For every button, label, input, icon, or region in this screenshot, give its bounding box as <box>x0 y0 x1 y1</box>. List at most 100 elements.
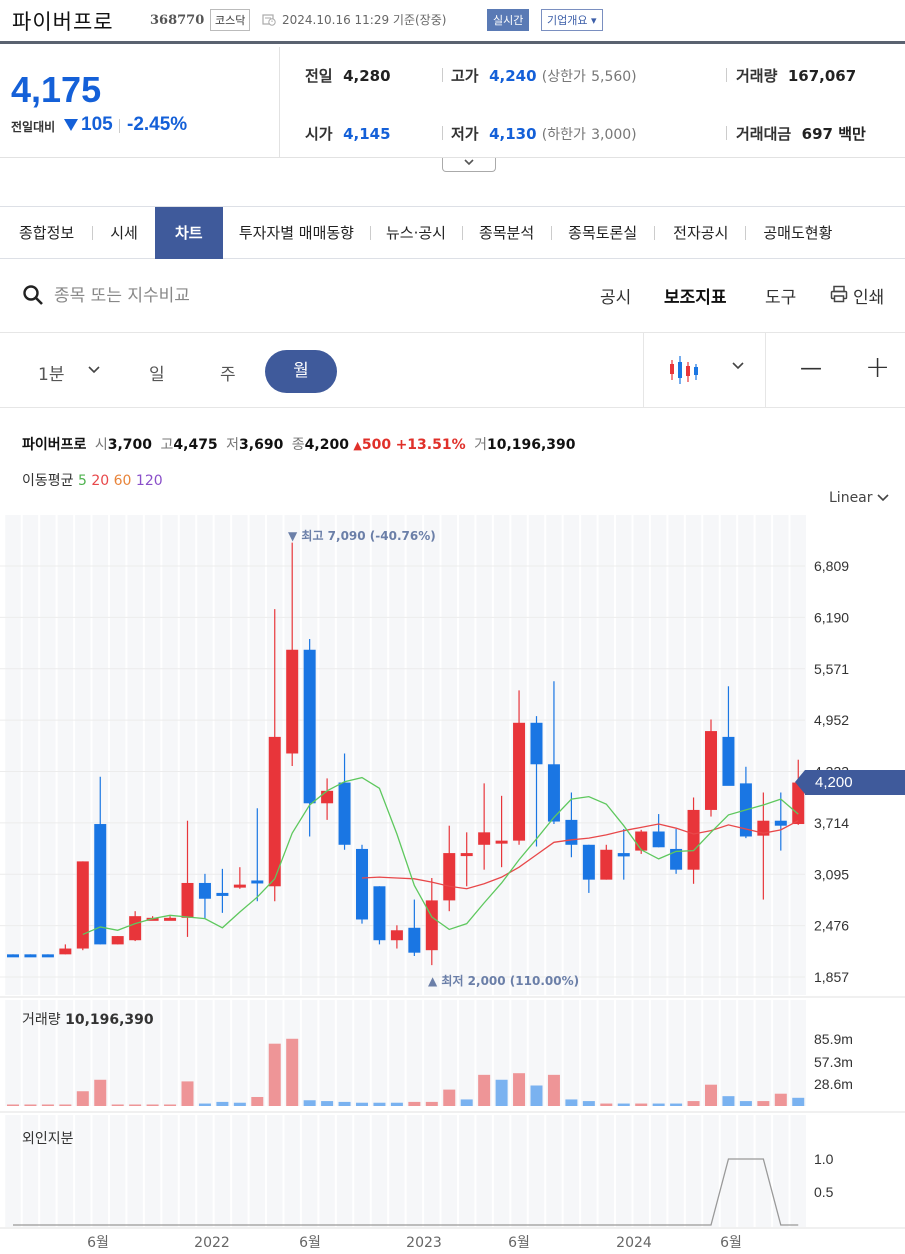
volume-bar <box>495 1079 508 1106</box>
candle-body <box>460 853 473 857</box>
realtime-badge[interactable]: 실시간 <box>487 9 530 31</box>
volume-bar <box>146 1104 159 1106</box>
column-band <box>75 1000 91 1106</box>
divider <box>0 332 905 333</box>
divider <box>369 226 371 240</box>
printer-icon[interactable] <box>830 285 848 303</box>
moving-average-legend[interactable]: 이동평균 5 20 60 120 <box>22 470 163 490</box>
current-price: 4,175 <box>11 69 102 110</box>
chevron-down-icon[interactable] <box>88 366 100 374</box>
candle-body <box>7 954 19 958</box>
column-band <box>616 1000 632 1106</box>
x-axis-label: 2024 <box>616 1235 652 1251</box>
volume-bar <box>286 1038 299 1106</box>
candle-body <box>495 840 508 844</box>
divider <box>442 126 443 140</box>
ma-label: 이동평균 <box>22 473 74 489</box>
tab-short-selling[interactable]: 공매도현황 <box>763 224 833 242</box>
column-band <box>668 1115 684 1227</box>
column-band <box>598 515 615 995</box>
column-band <box>755 1115 772 1227</box>
lower-limit-value: 3,000) <box>591 127 637 143</box>
candle-body <box>582 844 595 880</box>
column-band <box>197 515 213 995</box>
volume-bar <box>547 1074 560 1106</box>
up-triangle-icon: ▲ <box>353 439 362 452</box>
column-band <box>319 1115 335 1227</box>
tab-chart[interactable]: 차트 <box>154 207 223 259</box>
column-band <box>546 1115 562 1227</box>
volume-bar <box>652 1103 665 1106</box>
tab-disclosure[interactable]: 전자공시 <box>673 224 729 242</box>
column-band <box>755 515 772 995</box>
chevron-down-icon[interactable] <box>732 362 744 370</box>
candle-body <box>111 936 124 945</box>
volume-bar <box>460 1099 473 1106</box>
volume-label: 거래량 <box>22 1012 61 1028</box>
tab-news[interactable]: 뉴스·공시 <box>385 224 446 242</box>
candle-body <box>443 853 456 901</box>
zoom-in-button[interactable]: + <box>865 350 891 385</box>
column-band <box>616 1115 632 1227</box>
interval-month[interactable]: 월 <box>265 350 337 393</box>
interval-day[interactable]: 일 <box>149 365 165 385</box>
volume-bar <box>59 1104 72 1106</box>
company-overview-button[interactable]: 기업개요 ▾ <box>541 9 603 31</box>
column-band <box>301 1115 318 1227</box>
interval-week[interactable]: 주 <box>220 365 236 385</box>
volume-bar <box>373 1102 386 1106</box>
candle-body <box>303 649 316 804</box>
column-band <box>389 1000 405 1106</box>
column-band <box>371 515 388 995</box>
zoom-out-button[interactable]: — <box>800 356 822 381</box>
column-band <box>528 1000 545 1106</box>
candle-body <box>425 900 438 951</box>
volume-bar <box>76 1091 89 1106</box>
tools-button[interactable]: 도구 <box>765 288 797 308</box>
candle-body <box>233 884 246 888</box>
tab-investor-trading[interactable]: 투자자별 매매동향 <box>238 224 354 242</box>
low-marker: ▲ 최저 2,000 (110.00%) <box>428 974 580 988</box>
volume-bar <box>129 1104 142 1106</box>
interval-minute-select[interactable]: 1분 <box>38 365 65 385</box>
notice-button[interactable]: 공시 <box>600 288 632 308</box>
divider <box>92 226 94 240</box>
candle-body <box>408 927 421 953</box>
volume-bar <box>24 1104 37 1106</box>
column-band <box>581 1000 597 1106</box>
candlestick-type-icon[interactable] <box>668 354 702 386</box>
column-band <box>109 515 126 995</box>
volume-bar <box>356 1102 368 1106</box>
column-band <box>249 1115 266 1227</box>
tab-analysis[interactable]: 종목분석 <box>478 224 535 242</box>
column-band <box>22 1000 39 1106</box>
column-band <box>424 1115 440 1227</box>
column-band <box>249 1000 266 1106</box>
expand-toggle[interactable] <box>442 158 496 172</box>
stock-code: 368770 <box>150 13 205 28</box>
column-band <box>57 1115 74 1227</box>
column-band <box>389 1115 405 1227</box>
column-band <box>685 515 702 995</box>
search-icon[interactable] <box>22 284 44 306</box>
divider <box>765 333 766 407</box>
tab-quotes[interactable]: 시세 <box>110 224 138 242</box>
column-band <box>598 1000 615 1106</box>
amount-value: 697 백만 <box>801 125 866 143</box>
column-band <box>738 1000 754 1106</box>
column-band <box>127 515 143 995</box>
tab-overview[interactable]: 종합정보 <box>19 224 75 242</box>
column-band <box>458 1115 475 1227</box>
print-button[interactable]: 인쇄 <box>853 288 885 308</box>
column-band <box>232 515 248 995</box>
column-band <box>371 1115 388 1227</box>
scale-select[interactable]: Linear <box>829 490 889 506</box>
column-band <box>738 515 754 995</box>
tab-discussion[interactable]: 종목토론실 <box>568 224 638 242</box>
candle-body <box>321 790 334 804</box>
compare-search-input[interactable]: 종목 또는 지수비교 <box>54 286 190 306</box>
column-band <box>127 1000 143 1106</box>
ma5-line <box>82 776 799 936</box>
indicators-button[interactable]: 보조지표 <box>664 288 727 308</box>
